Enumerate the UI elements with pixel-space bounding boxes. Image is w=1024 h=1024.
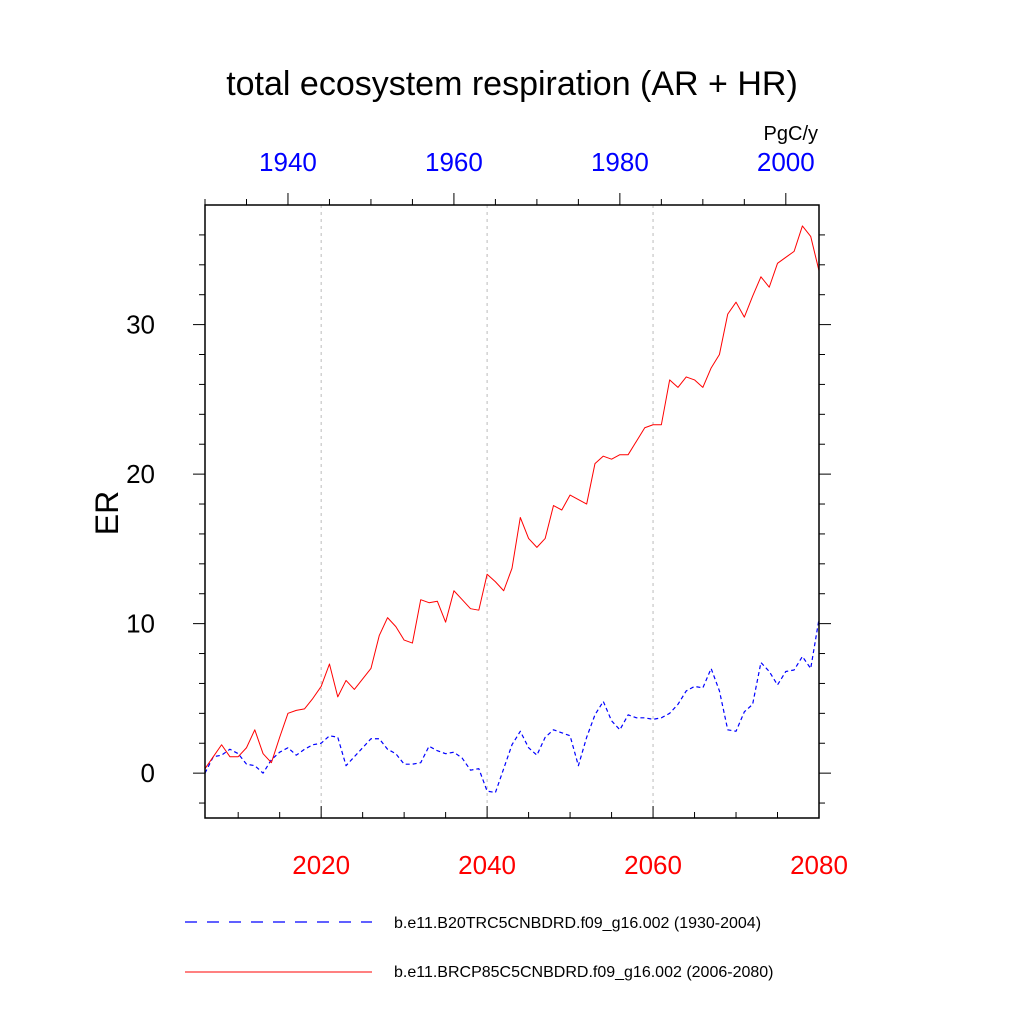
y-tick-label-30: 30 <box>126 310 155 340</box>
units-label: PgC/y <box>764 123 818 145</box>
y-tick-label-0: 0 <box>141 758 155 788</box>
y-axis-label: ER <box>89 491 125 535</box>
x-bottom-tick-label-2080: 2080 <box>790 850 848 880</box>
y-tick-label-20: 20 <box>126 459 155 489</box>
x-bottom-tick-label-2020: 2020 <box>292 850 350 880</box>
plot-frame <box>204 204 820 819</box>
legend: b.e11.B20TRC5CNBDRD.f09_g16.002 (1930-20… <box>185 915 773 981</box>
legend-label-historical: b.e11.B20TRC5CNBDRD.f09_g16.002 (1930-20… <box>394 915 761 932</box>
labels-layer: 2020 2040 2060 2080 1940 1960 1980 2000 0 10 20 30 <box>126 147 848 880</box>
grid-layer <box>320 205 654 818</box>
x-top-tick-label-1960: 1960 <box>425 147 483 177</box>
x-top-tick-label-1980: 1980 <box>591 147 649 177</box>
x-bottom-tick-label-2060: 2060 <box>624 850 682 880</box>
chart-title: total ecosystem respiration (AR + HR) <box>226 65 798 103</box>
legend-label-rcp85: b.e11.BRCP85C5CNBDRD.f09_g16.002 (2006-2… <box>394 964 773 981</box>
x-bottom-tick-label-2040: 2040 <box>458 850 516 880</box>
series-layer <box>204 225 820 794</box>
series-line-0 <box>204 619 820 794</box>
series-line-1 <box>204 225 820 769</box>
ticks-layer <box>193 193 831 818</box>
y-tick-label-10: 10 <box>126 609 155 639</box>
x-top-tick-label-1940: 1940 <box>259 147 317 177</box>
x-top-tick-label-2000: 2000 <box>757 147 815 177</box>
